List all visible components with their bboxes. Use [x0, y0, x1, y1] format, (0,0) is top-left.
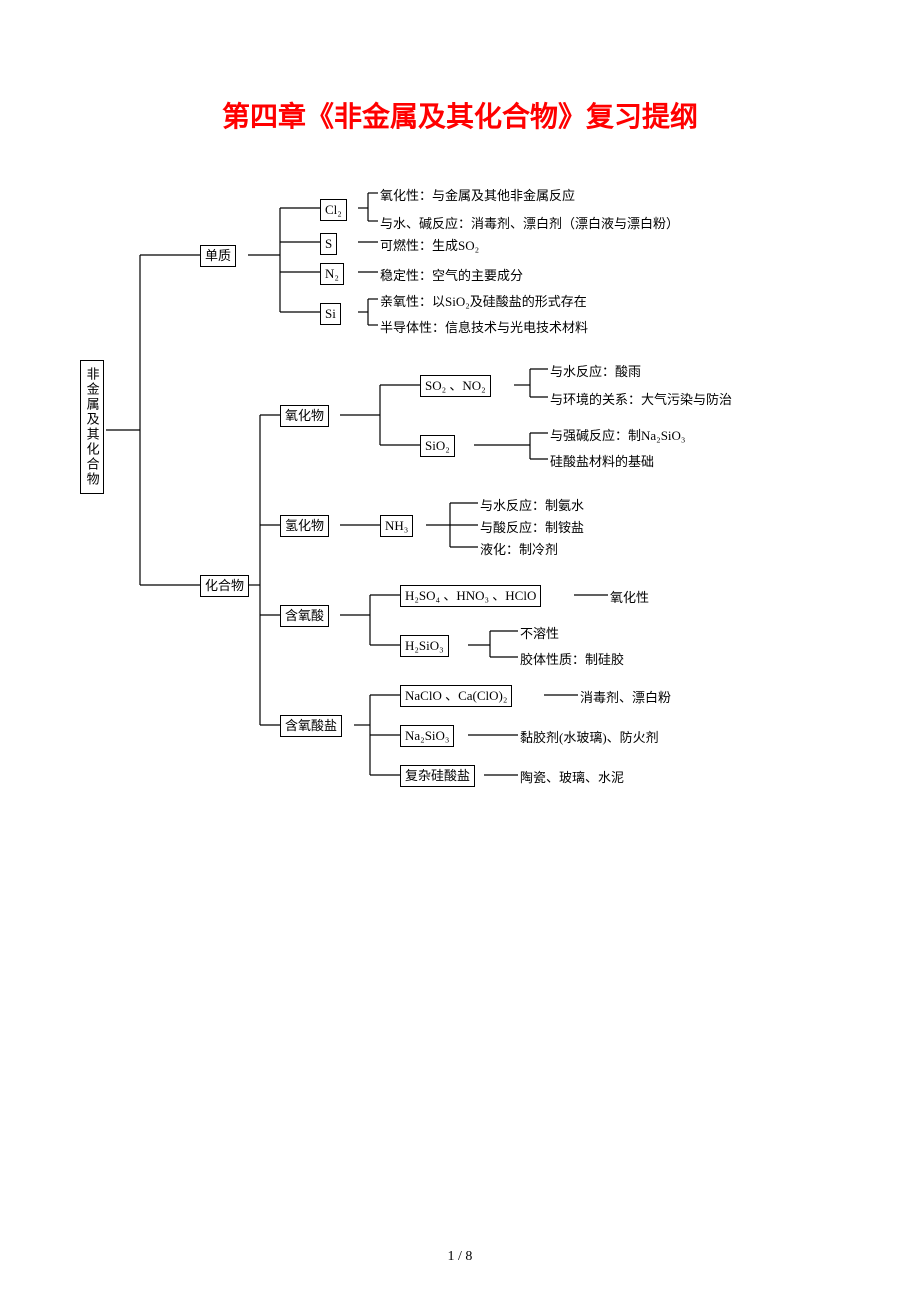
leaf-nh3-3: 液化：制冷剂 — [480, 539, 558, 558]
leaf-so2no2-1: 与水反应：酸雨 — [550, 361, 641, 380]
leaf-n2-1: 稳定性：空气的主要成分 — [380, 265, 523, 284]
leaf-s-1: 可燃性：生成SO₂ — [380, 235, 479, 254]
node-huahewu: 化合物 — [200, 575, 249, 597]
leaf-h2sio3-1: 不溶性 — [520, 623, 559, 642]
node-hanyangsuan: 含氧酸 — [280, 605, 329, 627]
leaf-si-1: 亲氧性：以SiO₂及硅酸盐的形式存在 — [380, 291, 587, 310]
leaf-sio2-1: 与强碱反应：制Na₂SiO₃ — [550, 425, 685, 444]
node-n2: N₂ — [320, 263, 344, 285]
leaf-fuza-1: 陶瓷、玻璃、水泥 — [520, 767, 624, 786]
leaf-nh3-1: 与水反应：制氨水 — [480, 495, 584, 514]
leaf-acids-1: 氧化性 — [610, 587, 649, 606]
node-cl2: Cl₂ — [320, 199, 347, 221]
leaf-so2no2-2: 与环境的关系：大气污染与防治 — [550, 389, 732, 408]
leaf-cl2-2: 与水、碱反应：消毒剂、漂白剂（漂白液与漂白粉） — [380, 213, 679, 232]
leaf-na2sio3-1: 黏胶剂(水玻璃)、防火剂 — [520, 727, 659, 746]
leaf-sio2-2: 硅酸盐材料的基础 — [550, 451, 654, 470]
leaf-h2sio3-2: 胶体性质：制硅胶 — [520, 649, 624, 668]
node-nh3: NH₃ — [380, 515, 413, 537]
page-title: 第四章《非金属及其化合物》复习提纲 — [0, 95, 920, 135]
node-danzhi: 单质 — [200, 245, 236, 267]
node-fuza: 复杂硅酸盐 — [400, 765, 475, 787]
node-si: Si — [320, 303, 341, 325]
node-yanghuawu: 氧化物 — [280, 405, 329, 427]
node-hanyangsuanyan: 含氧酸盐 — [280, 715, 342, 737]
node-s: S — [320, 233, 337, 255]
node-acids: H₂SO₄ 、HNO₃ 、HClO — [400, 585, 541, 607]
node-qinghuawu: 氢化物 — [280, 515, 329, 537]
leaf-si-2: 半导体性：信息技术与光电技术材料 — [380, 317, 588, 336]
leaf-nh3-2: 与酸反应：制铵盐 — [480, 517, 584, 536]
leaf-naclo-1: 消毒剂、漂白粉 — [580, 687, 671, 706]
node-na2sio3: Na₂SiO₃ — [400, 725, 454, 747]
node-so2no2: SO₂ 、NO₂ — [420, 375, 491, 397]
node-naclo: NaClO 、Ca(ClO)₂ — [400, 685, 512, 707]
diagram-container: 非金属及其化合物 单质 化合物 Cl₂ S N₂ Si 氧化性：与金属及其他非金… — [80, 185, 840, 805]
node-h2sio3: H₂SiO₃ — [400, 635, 449, 657]
node-sio2: SiO₂ — [420, 435, 455, 457]
page-number: 1 / 8 — [0, 1249, 920, 1265]
root-node: 非金属及其化合物 — [80, 360, 104, 494]
leaf-cl2-1: 氧化性：与金属及其他非金属反应 — [380, 185, 575, 204]
